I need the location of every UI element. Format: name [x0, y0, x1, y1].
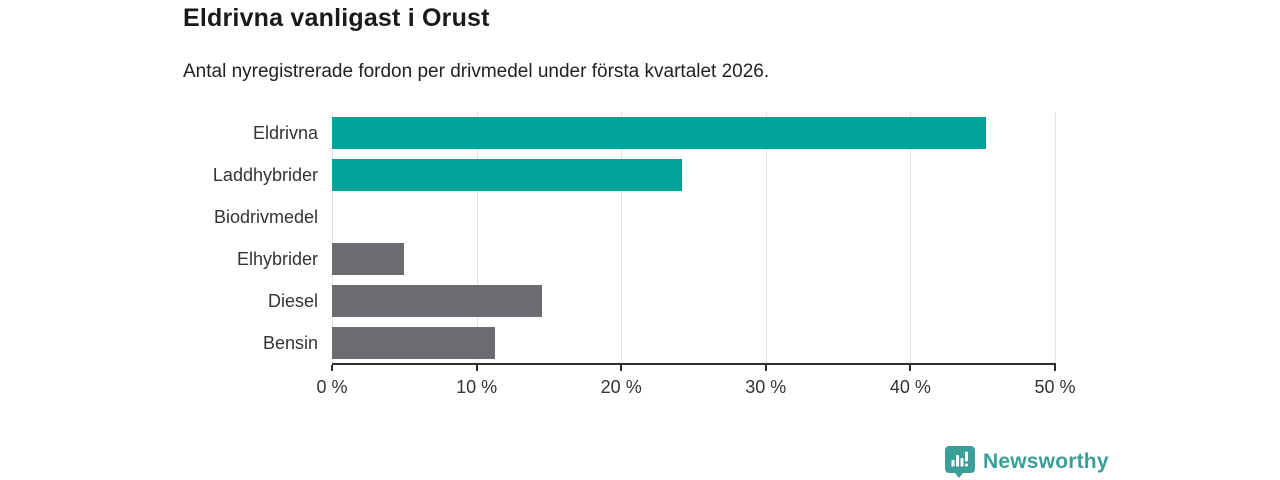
category-label: Eldrivna	[252, 123, 318, 143]
axis-tick-mark	[475, 365, 478, 371]
gridline	[476, 112, 478, 364]
x-tick-label: 30 %	[745, 377, 787, 397]
x-axis-line	[332, 363, 1056, 365]
newsworthy-logo: Newsworthy	[945, 446, 1109, 478]
bar-laddhybrider	[332, 159, 682, 191]
x-tick-label: 20 %	[600, 377, 642, 397]
category-label: Elhybrider	[236, 249, 318, 269]
x-tick-label: 50 %	[1034, 377, 1076, 397]
newsworthy-bar-chart-pin-icon	[945, 446, 975, 478]
gridline	[332, 112, 333, 364]
category-label: Diesel	[267, 291, 318, 311]
category-label: Laddhybrider	[212, 165, 318, 185]
category-label: Biodrivmedel	[213, 207, 318, 227]
x-tick-label: 40 %	[889, 377, 931, 397]
bar-elhybrider	[332, 243, 405, 275]
chart-subtitle: Antal nyregistrerade fordon per drivmede…	[183, 61, 770, 82]
chart-title: Eldrivna vanligast i Orust	[183, 4, 490, 32]
bar-bensin	[332, 327, 496, 359]
x-tick-label: 10 %	[456, 377, 498, 397]
axis-tick-mark	[1054, 365, 1056, 371]
gridline	[1055, 112, 1056, 364]
axis-tick-mark	[331, 365, 333, 371]
newsworthy-logo-text: Newsworthy	[983, 450, 1109, 473]
category-label: Bensin	[262, 333, 318, 353]
gridline	[765, 112, 767, 364]
axis-tick-mark	[909, 365, 912, 371]
x-tick-label: 0 %	[316, 377, 348, 397]
axis-tick-mark	[620, 365, 623, 371]
axis-tick-mark	[764, 365, 767, 371]
bar-diesel	[332, 285, 542, 317]
bar-chart-plot: Eldrivna Laddhybrider Biodrivmedel Elhybrid…	[213, 112, 1076, 397]
gridline	[910, 112, 912, 364]
bar-eldrivna	[332, 117, 986, 149]
gridline	[621, 112, 623, 364]
